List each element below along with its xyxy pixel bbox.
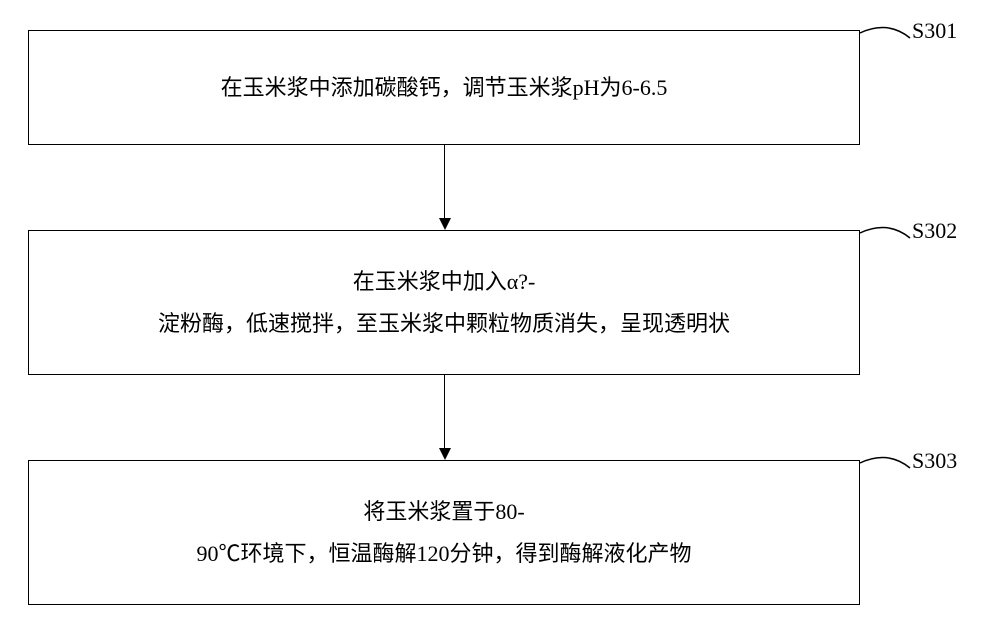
arrow-head-1 (439, 218, 451, 230)
step-box-s301: 在玉米浆中添加碳酸钙，调节玉米浆pH为6-6.5 (28, 30, 860, 145)
step-label-s301: S301 (912, 18, 957, 44)
step-text-s303-line1: 将玉米浆置于80- (363, 491, 524, 533)
flowchart-canvas: 在玉米浆中添加碳酸钙，调节玉米浆pH为6-6.5 S301 在玉米浆中加入α?-… (0, 0, 1000, 633)
label-connector-s303 (858, 450, 918, 490)
step-text-s302-line2: 淀粉酶，低速搅拌，至玉米浆中颗粒物质消失，呈现透明状 (158, 303, 730, 345)
arrow-line-1 (444, 145, 445, 218)
label-connector-s301 (858, 20, 918, 60)
step-text-s302-line1: 在玉米浆中加入α?- (353, 261, 536, 303)
step-label-s303: S303 (912, 448, 957, 474)
step-text-s301-line1: 在玉米浆中添加碳酸钙，调节玉米浆pH为6-6.5 (221, 67, 668, 109)
label-connector-s302 (858, 220, 918, 260)
step-text-s303-line2: 90℃环境下，恒温酶解120分钟，得到酶解液化产物 (196, 533, 691, 575)
step-box-s303: 将玉米浆置于80- 90℃环境下，恒温酶解120分钟，得到酶解液化产物 (28, 460, 860, 605)
step-label-s302: S302 (912, 218, 957, 244)
arrow-head-2 (439, 448, 451, 460)
arrow-line-2 (444, 375, 445, 448)
step-box-s302: 在玉米浆中加入α?- 淀粉酶，低速搅拌，至玉米浆中颗粒物质消失，呈现透明状 (28, 230, 860, 375)
